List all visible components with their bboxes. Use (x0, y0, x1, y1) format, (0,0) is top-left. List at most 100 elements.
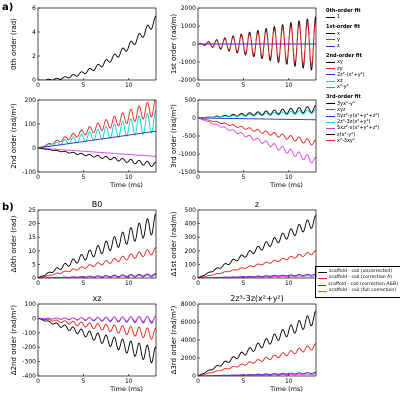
legend-item: z (326, 43, 398, 49)
legend-label: x (337, 30, 340, 37)
y-tick-label-b3-5: 100 (25, 301, 37, 308)
legend-swatch (326, 80, 335, 82)
x-tick-label-a4-0: 0 (196, 174, 200, 181)
legend-label: xy (337, 59, 343, 66)
chart-title-b2: z (255, 200, 259, 209)
x-tick-label-b2-1: 5 (241, 280, 245, 287)
legend-corrections: scaffold - coil (uncorrected) scaffold - … (315, 266, 400, 298)
legend-group-header: 1st-order fit (326, 24, 361, 31)
series-line-a2-1 (198, 20, 316, 67)
x-tick-label-a1-2: 10 (125, 82, 133, 89)
y-tick-label-a2-2: 0 (192, 41, 196, 48)
series-line-a4-1 (198, 108, 316, 119)
legend-swatch (318, 284, 327, 286)
y-tick-label-a1-1: 2 (32, 53, 36, 60)
legend-swatch (326, 115, 335, 117)
x-tick-label-a2-0: 0 (196, 82, 200, 89)
x-tick-label-b1-1: 5 (81, 280, 85, 287)
x-tick-label-a4-2: 10 (285, 174, 293, 181)
y-tick-label-a4-1: -1000 (179, 151, 197, 158)
legend-label: 2z²-(x²+y²) (337, 71, 365, 78)
legend-fit-orders: 0th-order fit 1 1st-order fit x y z 2nd-order … (326, 8, 398, 176)
legend-item: scaffold - coil (uncorrected) (318, 269, 398, 275)
y-tick-label-a2-4: 2000 (181, 5, 196, 12)
legend-swatch (318, 278, 327, 280)
legend-label: z (337, 43, 340, 50)
legend-label: xyz (337, 106, 346, 113)
series-line-b1-1 (38, 247, 156, 278)
legend-swatch (326, 62, 335, 64)
y-tick-label-b4-4: 8000 (181, 301, 196, 308)
y-tick-label-b2-4: 400 (185, 221, 197, 228)
y-tick-label-b1-1: 5 (32, 261, 36, 268)
series-line-b2-0 (198, 215, 316, 278)
legend-label: 2z³-3z(x²+y²) (337, 119, 371, 126)
x-axis-label-a4: Time (ms) (269, 181, 303, 189)
axes-frame-b1 (37, 209, 157, 279)
legend-item: scaffold - coil (correction A) (318, 275, 398, 281)
x-tick-label-a3-1: 5 (81, 174, 85, 181)
x-axis-label-b4: Time (ms) (269, 385, 303, 393)
legend-label: 3yx²-y³ (337, 100, 355, 107)
x-tick-label-a1-1: 5 (81, 82, 85, 89)
y-tick-label-b3-3: -100 (22, 330, 36, 337)
legend-label: zy (337, 65, 343, 72)
x-tick-label-b2-2: 10 (285, 280, 293, 287)
legend-swatch (318, 271, 327, 273)
legend-label: scaffold - coil (uncorrected) (329, 269, 393, 274)
series-line-a4-2 (198, 117, 316, 121)
y-axis-label-a4: 3rd order (rad/m³) (170, 104, 178, 168)
y-tick-label-b3-1: -300 (22, 359, 36, 366)
legend-label: scaffold - coil (correction A) (329, 275, 393, 281)
legend-item: x³-3xy² (326, 138, 398, 144)
panel-label-b: b) (2, 202, 14, 213)
y-tick-label-b4-3: 6000 (181, 319, 196, 326)
series-line-a3-2 (38, 130, 156, 149)
legend-swatch (326, 121, 335, 123)
y-tick-label-a3-1: 0 (32, 145, 36, 152)
series-line-a1-0 (38, 15, 156, 80)
x-tick-label-b1-2: 10 (125, 280, 133, 287)
y-tick-label-b4-1: 2000 (181, 355, 196, 362)
y-tick-label-b1-2: 10 (28, 248, 36, 255)
x-tick-label-b2-0: 0 (196, 280, 200, 287)
y-tick-label-b1-0: 0 (32, 275, 36, 282)
x-tick-label-b3-0: 0 (36, 378, 40, 385)
legend-item: x²-y² (326, 84, 398, 90)
y-tick-label-a4-3: 0 (192, 115, 196, 122)
y-tick-label-b2-5: 500 (185, 207, 197, 214)
legend-item: xy (326, 59, 398, 65)
chart-title-b3: xz (93, 294, 102, 303)
legend-item: 5xz²-x(x²+y²+z²) (326, 125, 398, 131)
y-tick-label-b1-5: 25 (28, 207, 36, 214)
y-tick-label-a2-0: -2000 (179, 77, 197, 84)
legend-label: x²-y² (337, 84, 349, 91)
x-tick-label-b3-1: 5 (81, 378, 85, 385)
legend-item: scaffold - coil (full correction) (318, 288, 398, 294)
x-axis-label-a3: Time (ms) (109, 181, 143, 189)
y-tick-label-a4-4: 500 (185, 97, 197, 104)
series-line-a3-0 (38, 100, 156, 149)
series-line-a3-4 (38, 147, 156, 167)
legend-item: zy (326, 66, 398, 72)
y-tick-label-a2-3: 1000 (181, 23, 196, 30)
y-tick-label-b2-3: 300 (185, 234, 197, 241)
y-tick-label-b4-0: 0 (192, 373, 196, 380)
x-tick-label-a3-0: 0 (36, 174, 40, 181)
y-axis-label-b4: Δ3rd order (rad/m³) (170, 305, 178, 374)
legend-label: 1 (337, 14, 341, 21)
x-tick-label-a3-2: 10 (125, 174, 133, 181)
legend-swatch (326, 140, 335, 142)
axes-frame-b4 (197, 303, 317, 377)
legend-label: scaffold - coil (full correction) (329, 288, 397, 294)
series-line-b3-0 (38, 317, 156, 364)
axes-frame-a1 (37, 7, 157, 81)
chart-title-b1: B0 (92, 200, 103, 209)
legend-item: 3yx²-y³ (326, 101, 398, 107)
legend-swatch (326, 16, 335, 18)
